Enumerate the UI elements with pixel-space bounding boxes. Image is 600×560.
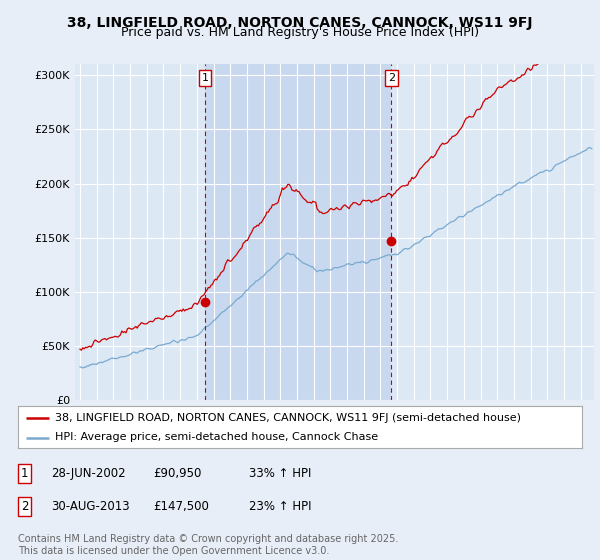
Text: HPI: Average price, semi-detached house, Cannock Chase: HPI: Average price, semi-detached house,… <box>55 432 378 442</box>
Text: £147,500: £147,500 <box>153 500 209 514</box>
Text: 1: 1 <box>21 466 29 480</box>
Text: 33% ↑ HPI: 33% ↑ HPI <box>249 466 311 480</box>
Text: 2: 2 <box>21 500 29 514</box>
Text: Contains HM Land Registry data © Crown copyright and database right 2025.
This d: Contains HM Land Registry data © Crown c… <box>18 534 398 556</box>
Text: 38, LINGFIELD ROAD, NORTON CANES, CANNOCK, WS11 9FJ (semi-detached house): 38, LINGFIELD ROAD, NORTON CANES, CANNOC… <box>55 413 521 423</box>
Text: 1: 1 <box>202 73 208 83</box>
Text: Price paid vs. HM Land Registry's House Price Index (HPI): Price paid vs. HM Land Registry's House … <box>121 26 479 39</box>
Text: 28-JUN-2002: 28-JUN-2002 <box>51 466 125 480</box>
Text: 23% ↑ HPI: 23% ↑ HPI <box>249 500 311 514</box>
Text: 30-AUG-2013: 30-AUG-2013 <box>51 500 130 514</box>
Text: 38, LINGFIELD ROAD, NORTON CANES, CANNOCK, WS11 9FJ: 38, LINGFIELD ROAD, NORTON CANES, CANNOC… <box>67 16 533 30</box>
Bar <box>205 64 391 400</box>
Text: 2: 2 <box>388 73 395 83</box>
Text: £90,950: £90,950 <box>153 466 202 480</box>
